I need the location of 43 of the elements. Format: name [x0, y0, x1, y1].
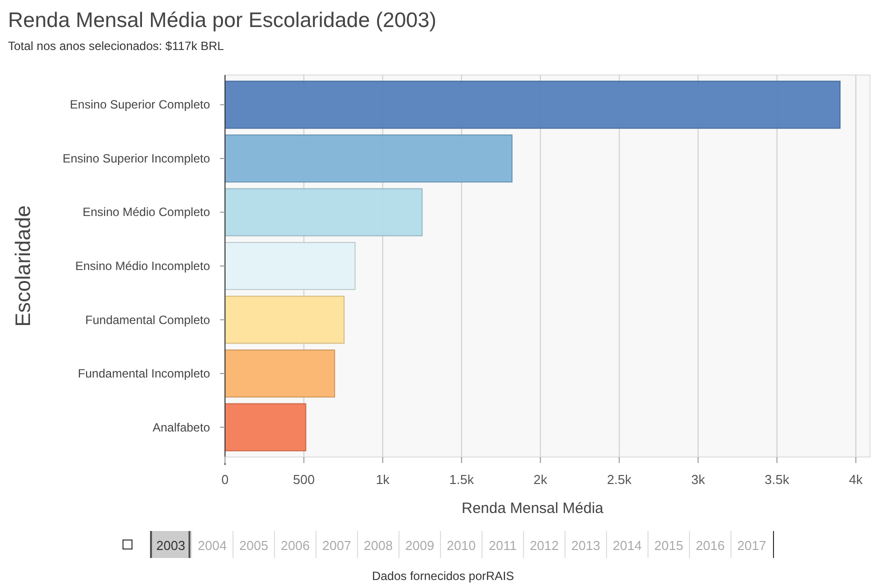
y-tick-label: Ensino Médio Incompleto [75, 259, 210, 273]
text: 2004 [198, 538, 227, 553]
x-tick-label: 500 [293, 472, 315, 487]
text: 2007 [322, 538, 352, 553]
y-tick-label: Fundamental Completo [85, 312, 210, 327]
text: Dados fornecidos porRAIS [372, 569, 514, 583]
y-tick-label: Analfabeto [152, 420, 210, 434]
bar [224, 80, 841, 129]
x-axis-title: Renda Mensal Média [462, 500, 604, 517]
bar [224, 188, 423, 236]
text: 2015 [654, 538, 684, 553]
text: 2014 [612, 538, 642, 553]
bar [224, 242, 356, 290]
text: 2011 [488, 538, 517, 553]
text: 2010 [446, 538, 476, 553]
x-tick-label: 3k [691, 472, 706, 487]
text: 2003 [156, 538, 186, 553]
y-tick-label: Fundamental Incompleto [78, 366, 210, 381]
text: 2005 [239, 538, 268, 553]
text: 2008 [364, 538, 393, 553]
y-tick-label: Ensino Médio Completo [82, 205, 210, 220]
y-tick-label: Ensino Superior Completo [70, 98, 210, 112]
x-tick-label: 1k [376, 472, 390, 487]
x-tick-label: 2k [534, 472, 548, 487]
x-tick-label: 0 [221, 472, 229, 487]
text: 2009 [405, 538, 434, 553]
x-tick-label: 1.5k [449, 472, 474, 487]
chart-title: Renda Mensal Média por Escolaridade (2003) [8, 9, 436, 32]
y-tick-label: Ensino Superior Incompleto [62, 151, 210, 166]
text: 2006 [280, 538, 310, 553]
x-tick-label: 3.5k [764, 472, 790, 487]
text: 2013 [571, 538, 600, 553]
bar [224, 403, 306, 452]
bar [224, 296, 345, 344]
x-tick-label: 4k [848, 472, 864, 487]
text: Total nos anos selecionados: $117k BRL [8, 39, 224, 53]
text: 2017 [737, 538, 766, 553]
bar [224, 349, 336, 398]
text: 2012 [530, 538, 559, 553]
y-axis-title: Escolaridade [12, 205, 35, 327]
bar [224, 134, 513, 183]
text: 2016 [696, 538, 725, 553]
x-tick-label: 2.5k [606, 472, 632, 487]
